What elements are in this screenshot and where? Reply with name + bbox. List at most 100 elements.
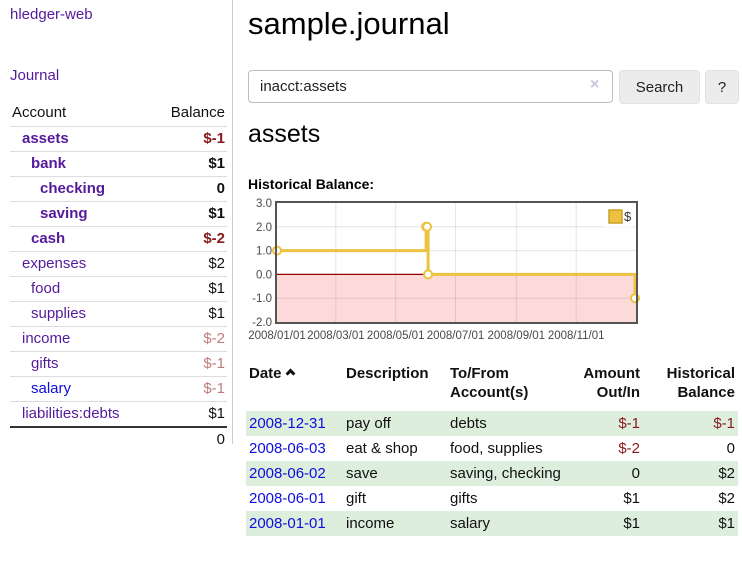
account-balance: $1 — [152, 202, 227, 227]
account-balance: $1 — [152, 152, 227, 177]
svg-text:2008/09/01: 2008/09/01 — [488, 330, 546, 342]
transaction-date-cell: 2008-06-01 — [246, 486, 343, 511]
transaction-balance: $1 — [643, 511, 738, 536]
account-balance: $-2 — [152, 227, 227, 252]
search-form: × Search ? — [248, 70, 740, 104]
account-row: liabilities:debts$1 — [10, 402, 227, 428]
data-point — [424, 270, 432, 278]
account-balance: $-1 — [152, 352, 227, 377]
svg-text:1.0: 1.0 — [256, 246, 272, 258]
transaction-date-link[interactable]: 2008-06-03 — [249, 440, 326, 457]
account-balance: $-1 — [152, 127, 227, 152]
account-link[interactable]: income — [22, 330, 70, 347]
transaction-balance: $2 — [643, 486, 738, 511]
account-row: gifts $-1 — [10, 352, 227, 377]
account-link[interactable]: bank — [31, 155, 66, 172]
account-row: saving $1 — [10, 202, 227, 227]
account-row: checking0 — [10, 177, 227, 202]
account-balance: $1 — [152, 277, 227, 302]
svg-text:2008/01/01: 2008/01/01 — [248, 330, 306, 342]
svg-text:2008/03/01: 2008/03/01 — [307, 330, 365, 342]
sidebar: hledger-web Journal Account Balance asse… — [0, 0, 233, 444]
transaction-amount: $1 — [566, 486, 643, 511]
transaction-date-cell: 2008-06-02 — [246, 461, 343, 486]
transaction-date-link[interactable]: 2008-12-31 — [249, 415, 326, 432]
account-balance: $2 — [152, 252, 227, 277]
account-row: bank $1 — [10, 152, 227, 177]
register-row: 2008-06-02savesaving, checking0$2 — [246, 461, 738, 486]
sidebar-item-journal[interactable]: Journal — [10, 67, 59, 84]
historical-balance-chart: $3.02.01.00.0-1.0-2.02008/01/012008/03/0… — [245, 196, 642, 346]
account-row: expenses $2 — [10, 252, 227, 277]
account-balance: $1 — [152, 302, 227, 327]
search-input[interactable] — [248, 70, 613, 103]
svg-text:2008/05/01: 2008/05/01 — [367, 330, 425, 342]
transaction-description: pay off — [343, 411, 447, 436]
transaction-date-link[interactable]: 2008-06-01 — [249, 490, 326, 507]
sidebar-nav: Journal — [10, 67, 227, 85]
transaction-date-link[interactable]: 2008-06-02 — [249, 465, 326, 482]
brand-link[interactable]: hledger-web — [10, 6, 93, 23]
register-header-balance: Historical Balance — [643, 362, 738, 411]
transaction-balance: 0 — [643, 436, 738, 461]
transaction-accounts: debts — [447, 411, 566, 436]
clear-search-icon[interactable]: × — [590, 76, 599, 94]
account-link[interactable]: assets — [22, 130, 69, 147]
transaction-date-link[interactable]: 2008-01-01 — [249, 515, 326, 532]
transaction-amount: 0 — [566, 461, 643, 486]
transaction-accounts: food, supplies — [447, 436, 566, 461]
account-row: cash $-2 — [10, 227, 227, 252]
account-heading: assets — [248, 120, 320, 149]
svg-text:3.0: 3.0 — [256, 198, 272, 210]
help-button[interactable]: ? — [705, 70, 739, 104]
accounts-total-value: 0 — [152, 427, 227, 452]
accounts-header-row: Account Balance — [10, 101, 227, 127]
account-link[interactable]: gifts — [31, 355, 59, 372]
transaction-balance: $-1 — [643, 411, 738, 436]
account-row: supplies $1 — [10, 302, 227, 327]
svg-text:-2.0: -2.0 — [252, 317, 272, 329]
transaction-accounts: gifts — [447, 486, 566, 511]
account-link[interactable]: saving — [40, 205, 88, 222]
register-table: Date Description To/From Account(s) Amou… — [246, 362, 738, 536]
account-link[interactable]: expenses — [22, 255, 86, 272]
account-link[interactable]: cash — [31, 230, 65, 247]
app-brand: hledger-web — [10, 6, 227, 24]
main-content: sample.journal × Search ? assets Histori… — [247, 0, 742, 42]
search-button[interactable]: Search — [619, 70, 700, 104]
chart-canvas: $3.02.01.00.0-1.0-2.02008/01/012008/03/0… — [245, 196, 642, 346]
account-link[interactable]: food — [31, 280, 60, 297]
register-row: 2008-01-01incomesalary$1$1 — [246, 511, 738, 536]
legend-label: $ — [624, 209, 632, 224]
account-row: assets $-1 — [10, 127, 227, 152]
transaction-amount: $1 — [566, 511, 643, 536]
svg-text:2.0: 2.0 — [256, 222, 272, 234]
register-header-amount: Amount Out/In — [566, 362, 643, 411]
accounts-table: Account Balance assets$-1bank$1checking0… — [10, 101, 227, 452]
register-header-description: Description — [343, 362, 447, 411]
register-header-date[interactable]: Date — [246, 362, 343, 411]
transaction-date-cell: 2008-06-03 — [246, 436, 343, 461]
accounts-total-spacer — [10, 427, 152, 452]
sort-ascending-icon — [285, 369, 295, 379]
account-balance: $-2 — [152, 327, 227, 352]
transaction-accounts: salary — [447, 511, 566, 536]
transaction-date-cell: 2008-01-01 — [246, 511, 343, 536]
account-link[interactable]: liabilities:debts — [22, 405, 120, 422]
transaction-balance: $2 — [643, 461, 738, 486]
register-row: 2008-06-01giftgifts$1$2 — [246, 486, 738, 511]
accounts-total-row: 0 — [10, 427, 227, 452]
register-header-accounts: To/From Account(s) — [447, 362, 566, 411]
chart-title: Historical Balance: — [248, 176, 374, 192]
account-link[interactable]: supplies — [31, 305, 86, 322]
register-row: 2008-12-31pay offdebts$-1$-1 — [246, 411, 738, 436]
account-link[interactable]: salary — [31, 380, 71, 397]
account-link[interactable]: checking — [40, 180, 105, 197]
transaction-accounts: saving, checking — [447, 461, 566, 486]
svg-text:-1.0: -1.0 — [252, 293, 272, 305]
transaction-amount: $-1 — [566, 411, 643, 436]
transaction-date-cell: 2008-12-31 — [246, 411, 343, 436]
transaction-amount: $-2 — [566, 436, 643, 461]
legend-swatch — [609, 210, 622, 223]
register-header-row: Date Description To/From Account(s) Amou… — [246, 362, 738, 411]
